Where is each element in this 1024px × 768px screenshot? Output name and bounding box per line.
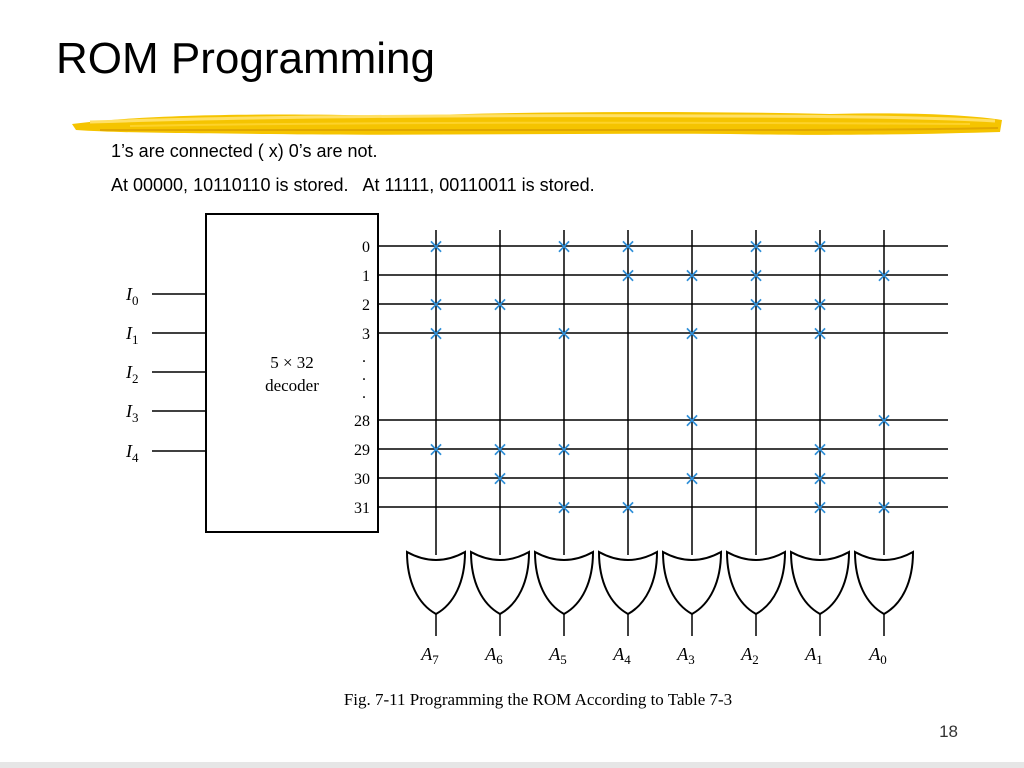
decoder-label-size: 5 × 32 bbox=[270, 353, 314, 372]
or-gate bbox=[405, 550, 467, 616]
input-label: I3 bbox=[125, 401, 139, 425]
input-label: I2 bbox=[125, 362, 139, 386]
connection-mark: × bbox=[876, 263, 893, 287]
output-label: A4 bbox=[612, 644, 631, 667]
or-gates bbox=[405, 550, 915, 636]
connection-mark: × bbox=[620, 495, 637, 519]
or-gate bbox=[661, 550, 723, 616]
decoder-label-name: decoder bbox=[265, 376, 319, 395]
connection-mark: × bbox=[492, 466, 509, 490]
input-label: I1 bbox=[125, 323, 139, 347]
programmed-connections: × × × × × × × × × × × × × × × × × × × × × × × × × × × × × × bbox=[428, 234, 893, 519]
output-label: A2 bbox=[740, 644, 759, 667]
input-label: I0 bbox=[125, 284, 139, 308]
connection-mark: × bbox=[684, 466, 701, 490]
connection-mark: × bbox=[556, 495, 573, 519]
decoder-inputs: I0 I1 I2 I3 I4 bbox=[125, 284, 206, 465]
or-gate bbox=[725, 550, 787, 616]
row-label: 29 bbox=[354, 442, 370, 459]
slide-title: ROM Programming bbox=[56, 34, 435, 83]
bullet-connection-rule: 1’s are connected ( x) 0’s are not. bbox=[111, 141, 378, 161]
connection-mark: × bbox=[876, 495, 893, 519]
or-gate bbox=[853, 550, 915, 616]
connection-mark: × bbox=[876, 408, 893, 432]
connection-mark: × bbox=[748, 292, 765, 316]
row-ellipsis-dot: . bbox=[362, 349, 366, 366]
connection-mark: × bbox=[556, 321, 573, 345]
connection-mark: × bbox=[492, 437, 509, 461]
or-gate bbox=[597, 550, 659, 616]
connection-mark: × bbox=[556, 437, 573, 461]
output-label: A1 bbox=[804, 644, 823, 667]
connection-mark: × bbox=[428, 234, 445, 258]
output-labels: A7 A6 A5 A4 A3 A2 A1 A0 bbox=[420, 644, 887, 667]
row-label: 0 bbox=[362, 239, 370, 256]
output-label: A3 bbox=[676, 644, 695, 667]
row-label: 30 bbox=[354, 471, 370, 488]
connection-mark: × bbox=[812, 437, 829, 461]
highlight-brush-stroke bbox=[72, 111, 1002, 135]
row-label: 2 bbox=[362, 297, 370, 314]
connection-mark: × bbox=[620, 263, 637, 287]
figure-caption: Fig. 7-11 Programming the ROM According … bbox=[344, 690, 732, 709]
page-number: 18 bbox=[939, 722, 958, 741]
connection-mark: × bbox=[684, 263, 701, 287]
output-label: A0 bbox=[868, 644, 887, 667]
output-label: A7 bbox=[420, 644, 439, 667]
row-label: 28 bbox=[354, 413, 370, 430]
connection-mark: × bbox=[812, 292, 829, 316]
decoder-box bbox=[205, 213, 379, 533]
bullet-stored-values: At 00000, 10110110 is stored. At 11111, … bbox=[111, 175, 595, 195]
row-ellipsis-dot: . bbox=[362, 367, 366, 384]
or-gate bbox=[469, 550, 531, 616]
or-gate bbox=[533, 550, 595, 616]
connection-mark: × bbox=[812, 321, 829, 345]
connection-mark: × bbox=[812, 234, 829, 258]
connection-mark: × bbox=[556, 234, 573, 258]
connection-mark: × bbox=[812, 466, 829, 490]
connection-mark: × bbox=[684, 408, 701, 432]
row-label: 3 bbox=[362, 326, 370, 343]
output-label: A6 bbox=[484, 644, 503, 667]
connection-mark: × bbox=[812, 495, 829, 519]
connection-mark: × bbox=[748, 263, 765, 287]
or-gate bbox=[789, 550, 851, 616]
connection-mark: × bbox=[428, 437, 445, 461]
connection-mark: × bbox=[428, 292, 445, 316]
connection-mark: × bbox=[684, 321, 701, 345]
connection-mark: × bbox=[492, 292, 509, 316]
connection-mark: × bbox=[428, 321, 445, 345]
connection-mark: × bbox=[748, 234, 765, 258]
connection-mark: × bbox=[620, 234, 637, 258]
row-label: 1 bbox=[362, 268, 370, 285]
row-ellipsis-dot: . bbox=[362, 385, 366, 402]
input-label: I4 bbox=[125, 441, 139, 465]
footer-band bbox=[0, 762, 1024, 768]
or-gate-input-lines bbox=[435, 230, 885, 555]
decoder-output-lines: 0 1 2 3 28 29 30 31 bbox=[354, 239, 948, 517]
row-label: 31 bbox=[354, 500, 370, 517]
output-label: A5 bbox=[548, 644, 567, 667]
